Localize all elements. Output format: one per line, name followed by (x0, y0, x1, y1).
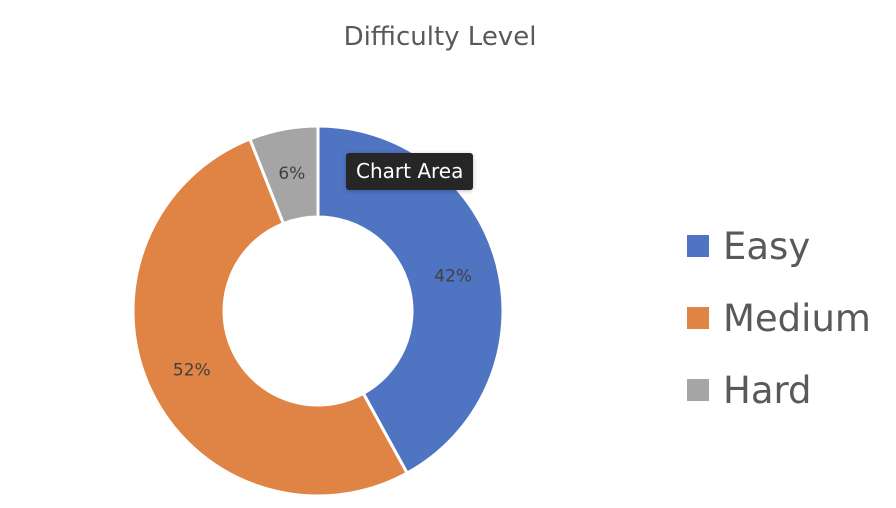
legend-label-medium: Medium (723, 296, 871, 340)
slice-medium[interactable] (131, 137, 409, 498)
legend-swatch-easy (687, 235, 709, 257)
chart-legend[interactable]: Easy Medium Hard (687, 210, 871, 426)
legend-label-hard: Hard (723, 368, 812, 412)
legend-item-hard[interactable]: Hard (687, 354, 871, 426)
legend-item-medium[interactable]: Medium (687, 282, 871, 354)
legend-label-easy: Easy (723, 224, 811, 268)
chart-title: Difficulty Level (343, 22, 537, 52)
legend-item-easy[interactable]: Easy (687, 210, 871, 282)
slice-hard[interactable] (248, 124, 320, 226)
legend-swatch-hard (687, 379, 709, 401)
legend-swatch-medium (687, 307, 709, 329)
data-label-hard: 6% (278, 164, 305, 184)
chart-area-tooltip: Chart Area (346, 153, 474, 190)
data-label-medium: 52% (173, 360, 211, 380)
data-label-easy: 42% (434, 266, 472, 286)
